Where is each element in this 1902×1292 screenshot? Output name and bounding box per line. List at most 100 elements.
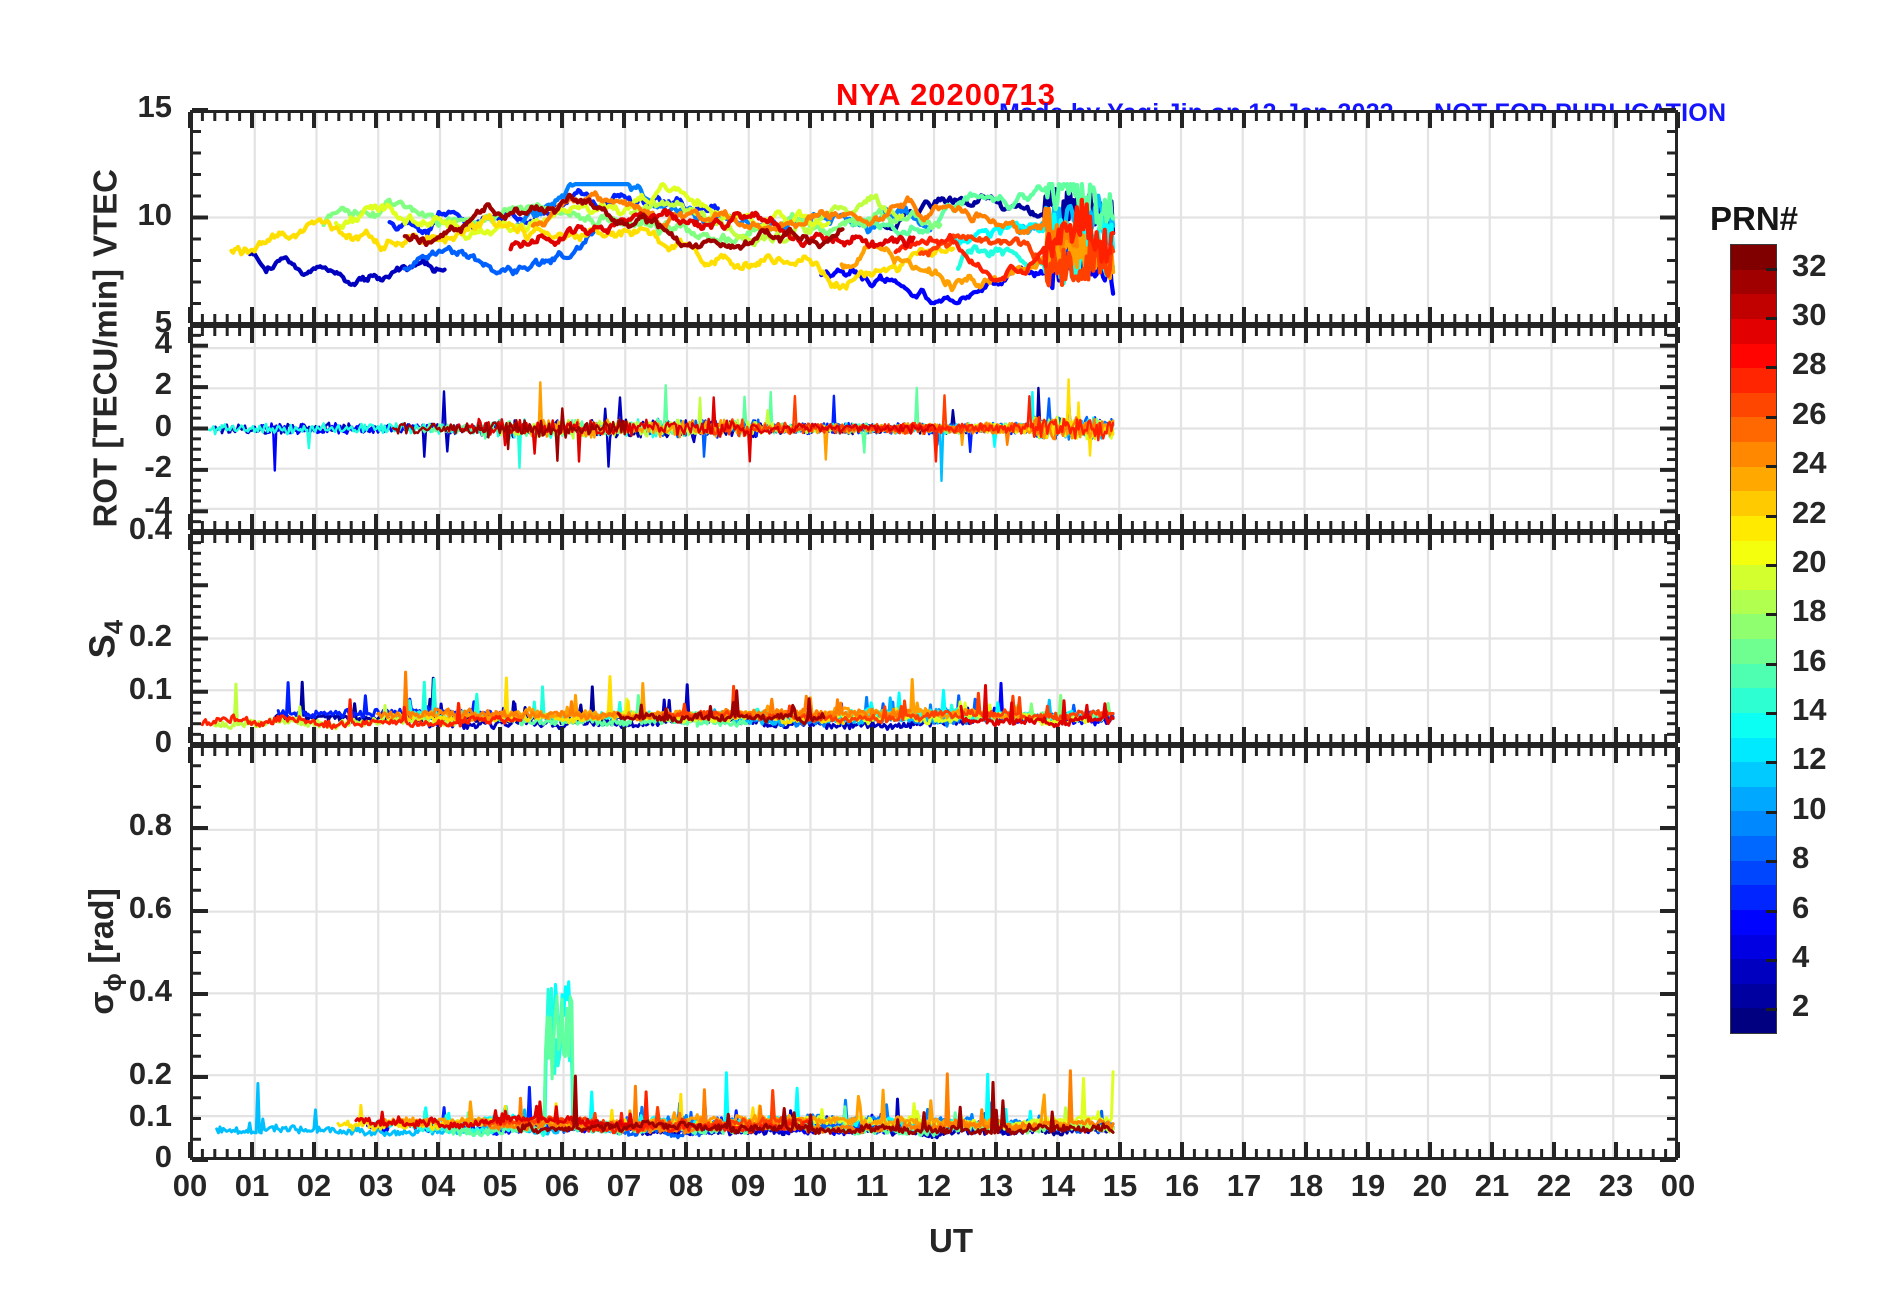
ytick-s4-0: 0 bbox=[154, 724, 172, 759]
colorbar-band-7 bbox=[1731, 860, 1776, 886]
colorbar-band-10 bbox=[1731, 786, 1776, 812]
colorbar-band-18 bbox=[1731, 589, 1776, 615]
colorbar-band-31 bbox=[1731, 269, 1776, 295]
colorbar-band-24 bbox=[1731, 442, 1776, 467]
ytick-rot-0: 0 bbox=[154, 407, 172, 443]
colorbar-tick-6: 6 bbox=[1792, 889, 1810, 925]
xtick-14: 14 bbox=[1040, 1168, 1076, 1203]
colorbar-band-17 bbox=[1731, 614, 1776, 639]
ytick-rot-neg2: -2 bbox=[144, 448, 172, 484]
trace-prn-28 bbox=[200, 698, 523, 730]
ytick-vtec-10: 10 bbox=[137, 196, 172, 232]
colorbar-band-32 bbox=[1731, 245, 1776, 270]
colorbar-tick-10: 10 bbox=[1792, 790, 1827, 826]
xtick-16: 16 bbox=[1164, 1168, 1200, 1203]
ytick-s4-0p4: 0.4 bbox=[128, 511, 172, 546]
colorbar-dash-24 bbox=[1766, 465, 1777, 469]
ytick-rot-4: 4 bbox=[154, 324, 172, 360]
xtick-3: 03 bbox=[358, 1168, 394, 1203]
xtick-13: 13 bbox=[978, 1168, 1014, 1203]
colorbar-band-4 bbox=[1731, 934, 1776, 960]
colorbar-dash-2 bbox=[1766, 1008, 1777, 1012]
trace-prn-28 bbox=[893, 197, 1116, 283]
colorbar-title: PRN# bbox=[1710, 200, 1799, 237]
ylabel-rot: ROT [TECU/min] bbox=[86, 268, 123, 527]
xtick-10: 10 bbox=[792, 1168, 828, 1203]
colorbar-tick-16: 16 bbox=[1792, 642, 1827, 678]
colorbar-band-21 bbox=[1731, 515, 1776, 541]
colorbar-dash-22 bbox=[1766, 514, 1777, 518]
colorbar-tick-4: 4 bbox=[1792, 938, 1810, 974]
xtick-7: 07 bbox=[606, 1168, 642, 1203]
xaxis-label: UT bbox=[929, 1222, 973, 1259]
xtick-17: 17 bbox=[1226, 1168, 1262, 1203]
colorbar-band-23 bbox=[1731, 466, 1776, 492]
ytick-vtec-5: 5 bbox=[154, 304, 172, 339]
xtick-0: 00 bbox=[172, 1168, 208, 1203]
xtick-8: 08 bbox=[668, 1168, 704, 1203]
panel-s4 bbox=[190, 532, 1678, 745]
colorbar-prn[interactable] bbox=[1730, 244, 1777, 1034]
colorbar-band-8 bbox=[1731, 836, 1776, 861]
ytick-s4-0p2: 0.2 bbox=[128, 617, 172, 653]
colorbar-dash-10 bbox=[1766, 810, 1777, 814]
colorbar-band-5 bbox=[1731, 909, 1776, 935]
colorbar-tick-26: 26 bbox=[1792, 395, 1827, 431]
colorbar-band-27 bbox=[1731, 368, 1776, 393]
colorbar-dash-16 bbox=[1766, 662, 1777, 666]
ytick-rot-neg4: -4 bbox=[144, 490, 172, 526]
colorbar-band-30 bbox=[1731, 294, 1776, 319]
xtick-5: 05 bbox=[482, 1168, 518, 1203]
colorbar-band-1 bbox=[1731, 1008, 1776, 1033]
xtick-22: 22 bbox=[1536, 1168, 1572, 1203]
colorbar-band-29 bbox=[1731, 318, 1776, 344]
panel-sigma-phi bbox=[190, 745, 1678, 1160]
xtick-4: 04 bbox=[420, 1168, 456, 1203]
xtick-20: 20 bbox=[1412, 1168, 1448, 1203]
trace-prn-30 bbox=[959, 684, 1115, 729]
xtick-1: 01 bbox=[234, 1168, 270, 1203]
ytick-sigmaphi-0p6: 0.6 bbox=[128, 890, 172, 925]
xtick-24: 00 bbox=[1660, 1168, 1696, 1203]
page-title-station-date: NYA 20200713 bbox=[836, 77, 1056, 112]
ytick-sigmaphi-0: 0 bbox=[154, 1139, 172, 1174]
colorbar-tick-30: 30 bbox=[1792, 297, 1827, 333]
colorbar-dash-28 bbox=[1766, 366, 1777, 370]
colorbar-band-25 bbox=[1731, 417, 1776, 442]
xtick-9: 09 bbox=[730, 1168, 766, 1203]
colorbar-band-2 bbox=[1731, 983, 1776, 1009]
ytick-s4-0p1: 0.1 bbox=[128, 670, 172, 706]
xtick-18: 18 bbox=[1288, 1168, 1324, 1203]
colorbar-band-22 bbox=[1731, 491, 1776, 516]
colorbar-band-19 bbox=[1731, 565, 1776, 590]
colorbar-band-20 bbox=[1731, 540, 1776, 566]
ylabel-sigmaphi: σϕ [rad] bbox=[82, 887, 127, 1015]
colorbar-dash-26 bbox=[1766, 415, 1777, 419]
colorbar-dash-8 bbox=[1766, 860, 1777, 864]
colorbar-band-6 bbox=[1731, 885, 1776, 910]
colorbar-tick-28: 28 bbox=[1792, 346, 1827, 382]
colorbar-band-16 bbox=[1731, 639, 1776, 664]
trace-prn-27 bbox=[706, 394, 994, 438]
xtick-15: 15 bbox=[1102, 1168, 1138, 1203]
colorbar-band-3 bbox=[1731, 959, 1776, 984]
colorbar-dash-20 bbox=[1766, 563, 1777, 567]
colorbar-tick-8: 8 bbox=[1792, 840, 1810, 876]
colorbar-tick-18: 18 bbox=[1792, 593, 1827, 629]
ytick-vtec-15: 15 bbox=[137, 89, 172, 124]
ytick-sigmaphi-0p2: 0.2 bbox=[128, 1056, 172, 1091]
colorbar-tick-32: 32 bbox=[1792, 247, 1827, 283]
trace-prn-28 bbox=[878, 395, 1115, 463]
xtick-19: 19 bbox=[1350, 1168, 1386, 1203]
trace-prn-16 bbox=[850, 182, 1116, 239]
colorbar-dash-32 bbox=[1766, 267, 1777, 271]
trace-prn-32 bbox=[616, 689, 826, 726]
xtick-6: 06 bbox=[544, 1168, 580, 1203]
colorbar-tick-2: 2 bbox=[1792, 988, 1810, 1024]
trace-prn-32 bbox=[392, 407, 628, 462]
ytick-sigmaphi-0p8: 0.8 bbox=[128, 807, 172, 842]
colorbar-band-14 bbox=[1731, 688, 1776, 713]
ytick-sigmaphi-0p1: 0.1 bbox=[128, 1097, 172, 1133]
trace-prn-25 bbox=[530, 190, 1079, 256]
